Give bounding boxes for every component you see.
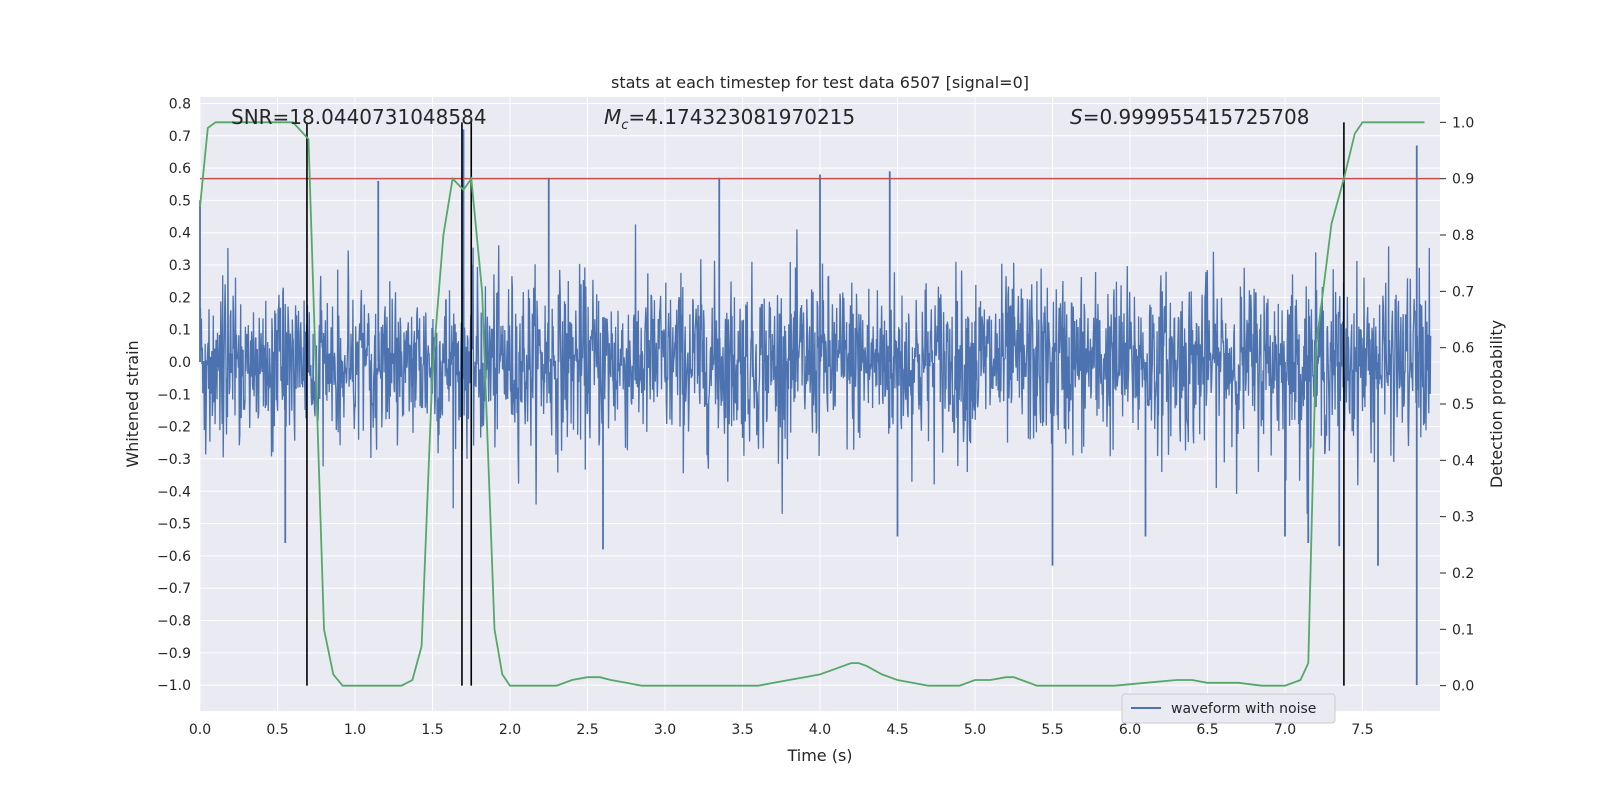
x-tick-label: 4.5	[886, 722, 908, 738]
chart-title: stats at each timestep for test data 650…	[611, 73, 1029, 92]
legend-box	[1121, 693, 1336, 724]
y-tick-label: 0.2	[169, 290, 191, 306]
y-tick-label: 0.8	[169, 96, 191, 112]
y-tick-label: −1.0	[157, 678, 191, 694]
y-right-tick-label: 0.4	[1452, 453, 1474, 469]
y-tick-labels: 0.8 0.7 0.6 0.5 0.4 0.3 0.2 0.1 0.0 −0.1 −0.2 −0.3 −…	[157, 96, 191, 694]
y-right-tick-label: 0.0	[1452, 679, 1474, 695]
y-tick-label: 0.5	[169, 193, 191, 209]
y-axis-label: Whitened strain	[123, 340, 142, 467]
x-tick-label: 6.5	[1196, 722, 1218, 738]
x-tick-label: 0.0	[189, 722, 211, 738]
x-tick-labels: 0.0 0.5 1.0 1.5 2.0 2.5 3.0 3.5 4.0 4.5 5.0 5.5 6.0 6…	[189, 722, 1374, 738]
y-right-tick-label: 0.6	[1452, 341, 1474, 357]
x-tick-label: 2.0	[499, 722, 521, 738]
legend: waveform with noise	[1121, 693, 1336, 724]
y-right-tick-label: 0.7	[1452, 284, 1474, 300]
y-right-tick-label: 0.8	[1452, 228, 1474, 244]
x-tick-label: 5.5	[1041, 722, 1063, 738]
x-tick-label: 6.0	[1119, 722, 1141, 738]
y-tick-label: −0.9	[157, 646, 191, 662]
y-tick-label: 0.4	[169, 226, 191, 242]
y-right-axis-label: Detection probability	[1487, 320, 1506, 488]
y-tick-label: 0.1	[169, 323, 191, 339]
y-right-tick-label: 1.0	[1452, 115, 1474, 131]
y-right-tick-label: 0.2	[1452, 566, 1474, 582]
y-right-tick-label: 0.9	[1452, 172, 1474, 188]
x-tick-label: 2.5	[576, 722, 598, 738]
x-tick-label: 5.0	[964, 722, 986, 738]
overlay-lines	[199, 121, 1440, 687]
x-tick-label: 3.0	[654, 722, 676, 738]
x-axis-label: Time (s)	[786, 746, 852, 765]
y-tick-label: −0.4	[157, 484, 191, 500]
x-tick-label: 7.5	[1351, 722, 1373, 738]
y-right-tick-label: 0.1	[1452, 622, 1474, 638]
chirp-mass-annotation: Mc=4.174323081970215	[604, 105, 855, 133]
y-tick-label: −0.7	[157, 581, 191, 597]
y-tick-label: 0.7	[169, 129, 191, 145]
noise-waveform-line	[199, 224, 1432, 514]
y-tick-label: −0.5	[157, 517, 191, 533]
y-tick-label: 0.0	[169, 355, 191, 371]
s-annotation: S=0.999955415725708	[1070, 105, 1309, 129]
y-tick-label: −0.2	[157, 420, 191, 436]
y-right-tick-label: 0.3	[1452, 510, 1474, 526]
x-tick-label: 4.0	[809, 722, 831, 738]
snr-annotation: SNR=18.0440731048584	[231, 105, 487, 129]
y-right-tick-label: 0.5	[1452, 397, 1474, 413]
legend-entry: waveform with noise	[1171, 701, 1316, 717]
y-tick-label: 0.6	[169, 161, 191, 177]
y-tick-label: −0.3	[157, 452, 191, 468]
y-tick-label: 0.3	[169, 258, 191, 274]
y-tick-label: −0.1	[157, 387, 191, 403]
detection-probability-line	[199, 121, 1425, 687]
noise-series	[199, 129, 1432, 686]
y-tick-label: −0.6	[157, 549, 191, 565]
y-tick-label: −0.8	[157, 614, 191, 630]
x-tick-label: 1.0	[344, 722, 366, 738]
y-right-tick-labels: 1.0 0.9 0.8 0.7 0.6 0.5 0.4 0.3 0.2 0.1 0.0	[1440, 115, 1474, 695]
x-tick-label: 1.5	[421, 722, 443, 738]
x-tick-label: 7.0	[1274, 722, 1296, 738]
x-tick-label: 0.5	[266, 722, 288, 738]
x-tick-label: 3.5	[731, 722, 753, 738]
